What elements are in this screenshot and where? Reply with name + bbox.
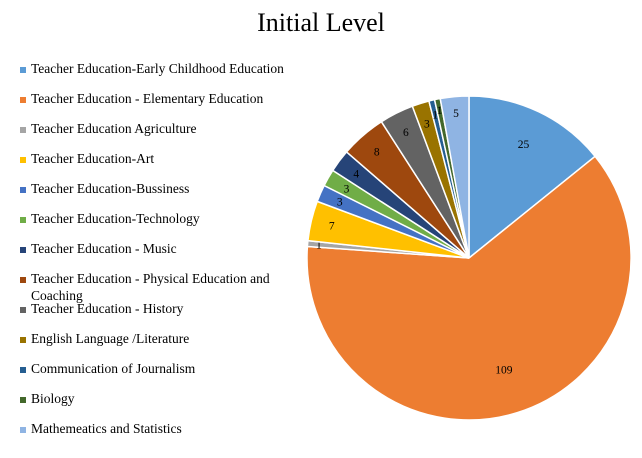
slice-value-label: 3	[344, 183, 350, 195]
legend-label: Biology	[31, 391, 75, 406]
slice-value-label: 1	[432, 110, 438, 122]
slice-value-label: 1	[316, 240, 322, 252]
slice-value-label: 5	[453, 108, 459, 120]
legend-swatch	[20, 97, 26, 103]
chart-title: Initial Level	[257, 8, 385, 37]
legend-item: Communication of Journalism	[20, 360, 305, 390]
legend-swatch	[20, 277, 26, 283]
legend-swatch	[20, 307, 26, 313]
legend-item: Teacher Education - Elementary Education	[20, 90, 305, 120]
slice-value-label: 4	[353, 169, 359, 181]
legend-swatch	[20, 157, 26, 163]
legend-item: Mathemeatics and Statistics	[20, 420, 305, 450]
legend-label: Teacher Education-Art	[31, 151, 155, 166]
legend-item: Teacher Education-Technology	[20, 210, 305, 240]
slice-value-label: 3	[337, 197, 343, 209]
legend-label: Teacher Education - Music	[31, 241, 177, 256]
legend-swatch	[20, 187, 26, 193]
pie-slice	[439, 95, 470, 259]
slice-value-label: 6	[403, 127, 409, 139]
legend-item: Biology	[20, 390, 305, 420]
legend-swatch	[20, 397, 26, 403]
slice-value-label: 1	[437, 105, 443, 117]
legend-label: Teacher Education Agriculture	[31, 121, 197, 136]
legend-swatch	[20, 427, 26, 433]
legend-label: Communication of Journalism	[31, 361, 196, 376]
legend-item: Teacher Education - History	[20, 300, 305, 330]
legend-label: Teacher Education-Bussiness	[31, 181, 190, 196]
legend-label: Teacher Education-Early Childhood Educat…	[31, 61, 284, 76]
legend-swatch	[20, 67, 26, 73]
legend-swatch	[20, 217, 26, 223]
pie-slice	[468, 95, 597, 260]
legend-swatch	[20, 247, 26, 253]
slice-value-label: 109	[495, 364, 513, 376]
legend-swatch	[20, 367, 26, 373]
legend-item: Teacher Education-Early Childhood Educat…	[20, 60, 305, 90]
legend-label: English Language /Literature	[31, 331, 190, 346]
legend-label: Mathemeatics and Statistics	[31, 421, 182, 436]
slice-value-label: 8	[374, 147, 380, 159]
legend-swatch	[20, 127, 26, 133]
legend-item: Teacher Education - Music	[20, 240, 305, 270]
legend-label: Teacher Education-Technology	[31, 211, 200, 226]
legend-item: Teacher Education-Bussiness	[20, 180, 305, 210]
legend-item: Teacher Education-Art	[20, 150, 305, 180]
legend-item: Teacher Education Agriculture	[20, 120, 305, 150]
legend-item: Teacher Education - Physical Education a…	[20, 270, 305, 303]
legend-item: English Language /Literature	[20, 330, 305, 360]
legend-label: Teacher Education - Physical Education a…	[31, 271, 270, 303]
slice-value-label: 25	[518, 139, 530, 151]
legend-label: Teacher Education - Elementary Education	[31, 91, 264, 106]
legend-swatch	[20, 337, 26, 343]
legend-label: Teacher Education - History	[31, 301, 184, 316]
slice-value-label: 3	[424, 119, 430, 131]
pie-slice	[306, 155, 632, 421]
slice-value-label: 7	[329, 221, 335, 233]
